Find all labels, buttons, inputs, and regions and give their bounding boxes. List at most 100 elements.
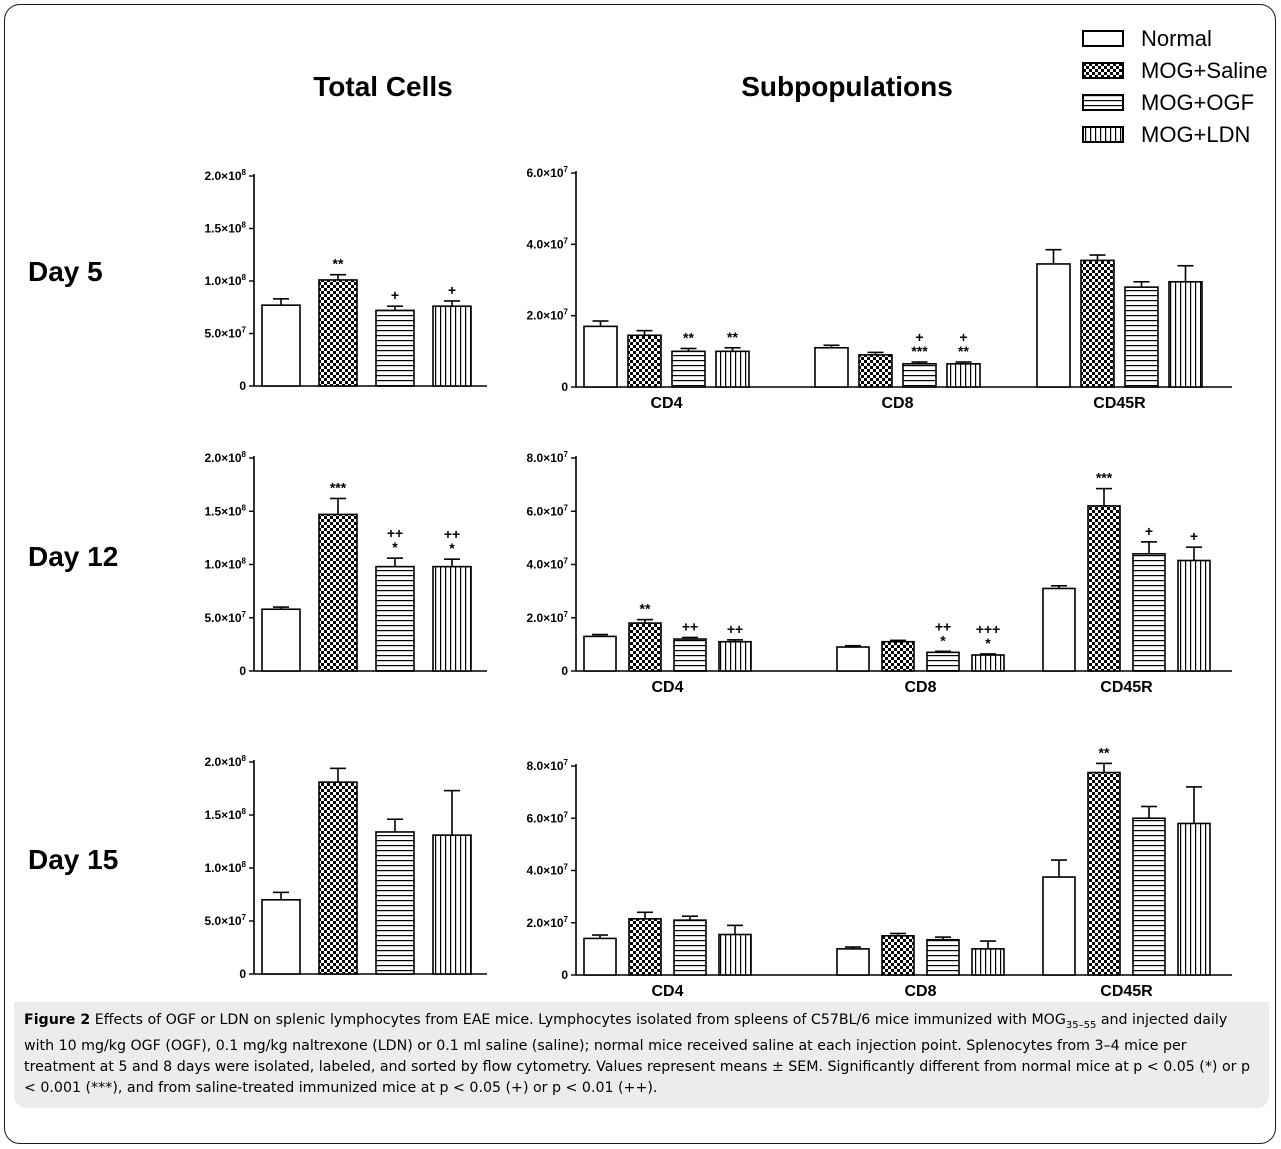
bar-mog-saline-cd4	[628, 918, 662, 976]
bar-mog-ogf-cd8	[902, 363, 937, 388]
y-tick-label: 5.0×107	[205, 913, 247, 928]
significance-label: ***	[330, 479, 347, 495]
bar-mog-ldn-cd4	[718, 640, 752, 672]
significance-label: +	[959, 329, 967, 345]
bar-normal-cd4	[583, 325, 618, 388]
bar-normal-cd45r	[1036, 263, 1071, 388]
y-tick-label: 0	[239, 664, 246, 678]
figure-canvas: Total Cells Subpopulations Day 5 Day 12 …	[28, 26, 1268, 1000]
bar-mog-ldn-cd45r	[1177, 559, 1211, 672]
bar-mog-ogf	[375, 831, 415, 975]
bar-normal-cd8	[814, 346, 849, 388]
y-tick-label: 4.0×107	[527, 236, 569, 251]
header-subpopulations: Subpopulations	[741, 71, 953, 102]
bar-mog-ldn	[432, 305, 472, 387]
caption-subscript: 35–55	[1065, 1019, 1097, 1031]
significance-label: *	[985, 635, 991, 651]
y-tick-label: 5.0×107	[205, 326, 247, 341]
y-tick-label: 0	[561, 664, 568, 678]
bar-normal-cd8	[836, 948, 870, 976]
legend-swatch-mog-saline	[1082, 62, 1124, 79]
figure-caption: Figure 2 Effects of OGF or LDN on spleni…	[14, 1002, 1269, 1108]
row-label-day-5: Day 5	[28, 256, 103, 287]
bar-mog-ldn-cd8	[971, 948, 1005, 976]
bar-normal-cd4	[583, 937, 617, 976]
y-tick-label: 2.0×108	[205, 450, 247, 465]
row-label-day-15: Day 15	[28, 844, 118, 875]
y-tick-label: 1.5×108	[205, 503, 247, 518]
bar-normal-cd4	[583, 635, 617, 672]
legend-swatch-mog-ldn	[1082, 126, 1124, 143]
significance-label: ++	[935, 618, 951, 634]
caption-text-1: Effects of OGF or LDN on splenic lymphoc…	[90, 1012, 1066, 1028]
bar-mog-saline-cd8	[881, 935, 915, 976]
legend-swatch-normal	[1082, 30, 1124, 47]
bar-mog-saline-cd4	[628, 622, 662, 672]
y-tick-label: 0	[239, 967, 246, 981]
caption-label: Figure 2	[24, 1012, 91, 1028]
y-tick-label: 4.0×107	[527, 557, 569, 572]
header-total-cells: Total Cells	[313, 71, 453, 102]
significance-label: ++	[727, 621, 743, 637]
bar-mog-ogf-cd4	[671, 350, 706, 388]
caption-text-2: and injected daily with 10 mg/kg OGF (OG…	[24, 1012, 1251, 1096]
significance-label: **	[683, 329, 694, 345]
bar-mog-saline-cd45r	[1087, 771, 1121, 976]
y-tick-label: 8.0×107	[527, 758, 569, 773]
significance-label: **	[1099, 744, 1110, 760]
y-tick-label: 2.0×108	[205, 168, 247, 183]
significance-label: **	[333, 256, 344, 272]
bar-mog-saline	[318, 513, 358, 672]
significance-label: **	[727, 329, 738, 345]
bar-normal-cd8	[836, 646, 870, 672]
bar-mog-ldn-cd4	[715, 350, 750, 388]
bar-mog-ldn-cd45r	[1168, 280, 1203, 388]
bar-normal	[261, 304, 301, 387]
significance-label: ***	[1096, 470, 1113, 486]
significance-label: ***	[911, 343, 928, 359]
bar-mog-saline	[318, 279, 358, 387]
x-category-label: CD4	[651, 679, 683, 696]
y-tick-label: 5.0×107	[205, 610, 247, 625]
bar-mog-ldn-cd8	[971, 654, 1005, 672]
significance-label: +	[391, 287, 399, 303]
x-category-label: CD4	[650, 395, 682, 412]
bar-mog-ogf-cd45r	[1132, 817, 1166, 976]
bar-mog-ldn-cd8	[946, 363, 981, 388]
significance-label: ++	[444, 526, 460, 542]
bar-mog-ogf	[375, 309, 415, 387]
bar-mog-ogf-cd4	[673, 919, 707, 976]
bar-mog-saline-cd8	[858, 354, 893, 388]
y-tick-label: 1.0×108	[205, 860, 247, 875]
significance-label: *	[449, 540, 455, 556]
legend-label-mog-saline: MOG+Saline	[1141, 58, 1268, 83]
bar-mog-ogf-cd8	[926, 651, 960, 672]
bar-normal	[261, 608, 301, 672]
bar-mog-ogf-cd45r	[1124, 286, 1159, 388]
y-tick-label: 4.0×107	[527, 863, 569, 878]
bar-mog-saline	[318, 781, 358, 975]
y-tick-label: 1.0×108	[205, 273, 247, 288]
legend-label-mog-ogf: MOG+OGF	[1141, 90, 1254, 115]
bar-mog-ogf	[375, 565, 415, 672]
figure-frame	[4, 4, 1276, 1144]
legend: Normal MOG+Saline MOG+OGF MOG+LDN	[1082, 26, 1268, 147]
y-tick-label: 1.0×108	[205, 557, 247, 572]
bar-mog-ogf-cd45r	[1132, 553, 1166, 672]
y-tick-label: 6.0×107	[527, 503, 569, 518]
chart-day-15-subpopulations: 0 2.0×107 4.0×107 6.0×107 8.0×107 CD4 CD8 ** CD4…	[527, 744, 1232, 1000]
significance-label: ++	[387, 525, 403, 541]
y-tick-label: 2.0×107	[527, 610, 569, 625]
legend-label-mog-ldn: MOG+LDN	[1141, 122, 1250, 147]
significance-label: *	[940, 632, 946, 648]
y-tick-label: 6.0×107	[527, 810, 569, 825]
bar-mog-saline-cd8	[881, 640, 915, 672]
bar-mog-saline-cd45r	[1080, 259, 1115, 388]
significance-label: +	[448, 282, 456, 298]
significance-label: +++	[976, 621, 1001, 637]
y-tick-label: 1.5×108	[205, 221, 247, 236]
y-tick-label: 0	[561, 380, 568, 394]
